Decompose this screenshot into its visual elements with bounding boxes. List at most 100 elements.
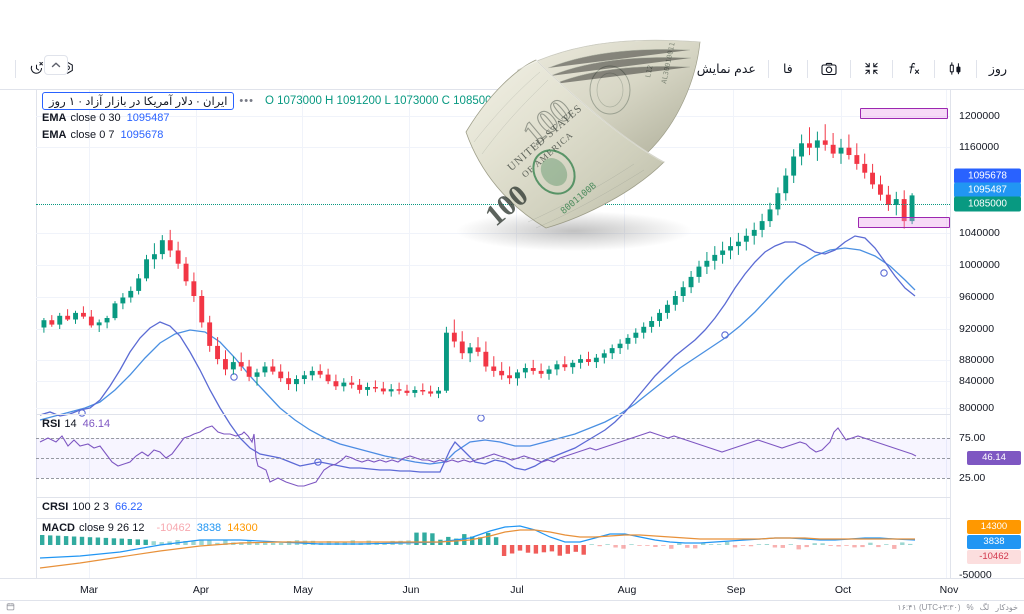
toolbar-divider: [849, 59, 851, 78]
candle-body: [357, 384, 363, 390]
ema7-price-badge[interactable]: 1095678: [954, 168, 1021, 184]
fx-indicators-icon[interactable]: [898, 55, 929, 83]
timezone-label[interactable]: ۱۶:۴۱ (UTC+۳:۳۰): [897, 603, 961, 612]
pane-separator[interactable]: [36, 497, 1024, 498]
indicator-legend-ema7[interactable]: EMA close 0 7 1095678: [42, 127, 590, 143]
ema7-params: close 0 7: [70, 129, 115, 141]
macd-histogram-bar: [509, 545, 515, 554]
macd-histogram-bar: [613, 545, 618, 548]
macd-pane-legend[interactable]: MACD close 9 26 12 -10462 3838 14300: [42, 522, 258, 534]
toolbar-divider: [609, 59, 611, 78]
crsi-pane-legend[interactable]: CRSI 100 2 3 66.22: [42, 501, 143, 513]
macd-histogram-bar: [708, 544, 714, 545]
candle-body: [57, 315, 63, 325]
macd-histogram-bar: [366, 540, 371, 545]
arrows-collapse-icon[interactable]: [856, 55, 887, 83]
macd-histogram-bar: [732, 545, 738, 548]
macd-histogram-bar: [111, 538, 117, 545]
macd-histogram-bar: [215, 542, 220, 545]
ema30-params: close 0 30: [70, 112, 121, 124]
candle-body: [309, 370, 315, 376]
auto-scale-toggle[interactable]: خودکار: [995, 603, 1018, 612]
macd-line-badge[interactable]: 3838: [967, 535, 1021, 549]
candle-body: [696, 266, 702, 277]
indicator-legend-ema30[interactable]: EMA close 0 30 1095487: [42, 110, 590, 126]
macd-histogram-bar: [597, 545, 602, 547]
support-zone-rectangle[interactable]: [858, 217, 950, 228]
alert-clock-icon[interactable]: [21, 55, 52, 83]
rsi-value-badge[interactable]: 46.14: [967, 451, 1021, 465]
candle-body: [625, 337, 631, 344]
last-price-badge[interactable]: 1085000: [954, 196, 1021, 212]
toolbar-divider: [933, 59, 935, 78]
resistance-zone-rectangle[interactable]: [860, 108, 948, 119]
chart-canvas-area[interactable]: RSI 14 46.14 CRSI 100 2 3 66.22 MACD clo…: [0, 90, 1024, 596]
macd-histogram-bar: [95, 537, 101, 545]
macd-histogram-bar: [884, 544, 889, 545]
candle-body: [412, 390, 418, 393]
hide-empty-data-button[interactable]: عدم نمایش داده‌های خالی: [622, 62, 756, 76]
candle-body: [641, 326, 647, 333]
candle-body: [286, 378, 291, 385]
price-tick: 1000000: [959, 259, 1000, 271]
time-axis[interactable]: Mar Apr May Jun Jul Aug Sep Oct Nov: [0, 578, 1024, 600]
macd-signal-badge[interactable]: 14300: [967, 520, 1021, 534]
toolbar-divider: [975, 59, 977, 78]
candle-body: [846, 147, 852, 155]
legend-symbol-row: ایران · دلار آمریکا در بازار آزاد · ۱ رو…: [42, 91, 590, 110]
ema-cross-marker: [721, 331, 729, 339]
macd-histogram-bar: [143, 539, 148, 545]
price-tick: 840000: [959, 375, 995, 387]
candle-body: [499, 370, 505, 376]
redo-arrow-icon[interactable]: [545, 55, 575, 83]
log-scale-toggle[interactable]: لگ: [979, 603, 990, 612]
macd-histogram-bar: [422, 532, 427, 545]
candle-body: [396, 389, 402, 391]
rsi-tick: 75.00: [959, 432, 986, 444]
rsi-value: 46.14: [82, 418, 111, 430]
symbol-title[interactable]: ایران · دلار آمریکا در بازار آزاد · ۱ رو…: [42, 91, 235, 110]
candle-body: [104, 318, 110, 323]
candle-body: [152, 254, 157, 260]
rsi-pane-legend[interactable]: RSI 14 46.14: [42, 418, 110, 430]
macd-histogram-bar: [693, 545, 698, 549]
candle-body: [120, 297, 126, 304]
candle-body: [522, 368, 528, 373]
rsi-line: [39, 425, 917, 487]
macd-histogram-bar: [541, 545, 547, 553]
candle-body: [278, 371, 284, 379]
price-tick: 1200000: [959, 110, 1000, 122]
calendar-icon[interactable]: [6, 602, 15, 613]
rsi-series: [39, 425, 917, 487]
candle-body: [538, 370, 544, 374]
macd-histogram-bar: [605, 544, 610, 545]
macd-histogram-bar: [430, 533, 435, 545]
ema30-price-badge[interactable]: 1095487: [954, 182, 1021, 198]
candle-body: [814, 140, 820, 148]
macd-histogram-badge[interactable]: -10462: [967, 550, 1021, 564]
undo-arrow-icon[interactable]: [575, 55, 605, 83]
macd-histogram-bar: [836, 545, 841, 547]
candle-body: [420, 390, 426, 392]
candlestick-chart-icon[interactable]: [940, 55, 971, 83]
macd-histogram-bar: [629, 544, 634, 545]
macd-histogram-bar: [278, 542, 284, 545]
candle-body: [41, 320, 47, 328]
pane-separator[interactable]: [36, 414, 1024, 415]
interval-button[interactable]: روز: [988, 62, 1007, 76]
macd-histogram-bar: [40, 535, 45, 545]
legend-menu-dots[interactable]: •••: [239, 94, 254, 107]
percent-toggle[interactable]: %: [966, 603, 974, 612]
candle-body: [254, 372, 260, 377]
price-axis[interactable]: 1200000 1160000 1040000 1000000 960000 9…: [950, 90, 1024, 596]
macd-histogram-bar: [501, 545, 507, 556]
macd-histogram-bar: [525, 545, 531, 553]
camera-icon[interactable]: [813, 55, 845, 83]
chevron-up-icon[interactable]: [44, 55, 68, 75]
candle-body: [885, 194, 891, 205]
language-button[interactable]: فا: [783, 62, 793, 76]
candle-body: [775, 193, 781, 210]
macd-label: MACD: [42, 522, 75, 534]
pane-separator[interactable]: [36, 518, 1024, 519]
candle-body: [112, 303, 118, 319]
